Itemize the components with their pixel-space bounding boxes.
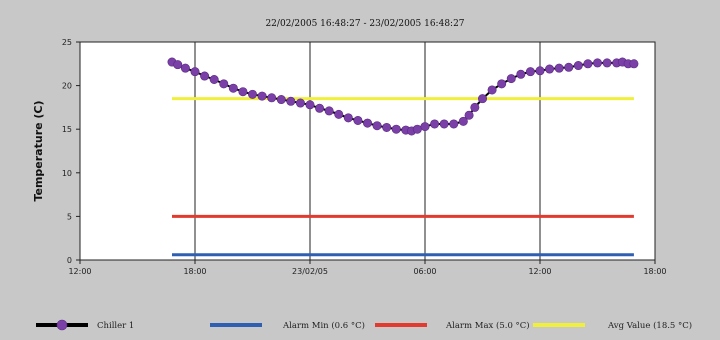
- y-tick-label: 20: [62, 82, 72, 91]
- data-point: [334, 109, 344, 119]
- data-point: [449, 119, 459, 129]
- y-axis-ticks: 0 5 10 15 20 25: [62, 38, 80, 265]
- y-tick-label: 15: [62, 125, 72, 134]
- data-point: [276, 95, 286, 105]
- data-point: [180, 63, 190, 73]
- data-point: [372, 121, 382, 131]
- data-point: [470, 102, 480, 112]
- data-point: [324, 106, 334, 116]
- data-point: [458, 116, 468, 126]
- data-point: [353, 115, 363, 125]
- data-point: [343, 113, 353, 123]
- data-point: [315, 103, 325, 113]
- data-point: [267, 93, 277, 103]
- legend: Chiller 1 Alarm Min (0.6 °C) Alarm Max (5.…: [36, 319, 692, 331]
- legend-label-0: Chiller 1: [97, 321, 134, 331]
- data-point: [516, 69, 526, 79]
- data-point: [506, 74, 516, 84]
- x-axis-ticks: 12:00 18:00 23/02/05 06:00 12:00 18:00: [68, 260, 667, 276]
- data-point: [200, 71, 210, 81]
- data-point: [464, 110, 474, 120]
- x-tick-label: 12:00: [68, 267, 91, 276]
- data-point: [295, 98, 305, 108]
- x-tick-label: 23/02/05: [292, 267, 328, 276]
- data-point: [257, 91, 267, 101]
- data-point: [228, 83, 238, 93]
- legend-label-2: Alarm Max (5.0 °C): [445, 320, 530, 331]
- data-point: [238, 87, 248, 97]
- data-point: [219, 79, 229, 89]
- x-tick-label: 12:00: [528, 267, 551, 276]
- data-point: [391, 124, 401, 134]
- data-point: [535, 66, 545, 76]
- data-point: [554, 63, 564, 73]
- y-tick-label: 10: [62, 169, 72, 178]
- data-point: [305, 100, 315, 110]
- data-point: [248, 89, 258, 99]
- legend-label-1: Alarm Min (0.6 °C): [282, 320, 365, 331]
- data-point: [497, 79, 507, 89]
- data-point: [362, 118, 372, 128]
- grid-lines: [194, 42, 541, 260]
- data-point: [477, 94, 487, 104]
- data-point: [173, 60, 183, 70]
- data-point: [573, 61, 583, 71]
- legend-marker: [56, 319, 68, 331]
- data-point: [545, 64, 555, 74]
- y-tick-label: 0: [67, 256, 72, 265]
- data-point: [439, 119, 449, 129]
- y-axis-label: Temperature (C): [32, 100, 45, 201]
- data-point: [209, 74, 219, 84]
- data-point: [487, 85, 497, 95]
- x-tick-label: 18:00: [643, 267, 666, 276]
- data-point: [564, 62, 574, 72]
- data-point: [430, 119, 440, 129]
- data-point: [629, 59, 639, 69]
- chart-title: 22/02/2005 16:48:27 - 23/02/2005 16:48:2…: [265, 19, 464, 29]
- data-point: [602, 58, 612, 68]
- plot-area: [79, 41, 656, 261]
- x-tick-label: 06:00: [413, 267, 436, 276]
- y-tick-label: 5: [67, 212, 72, 221]
- data-point: [190, 67, 200, 77]
- data-point: [412, 124, 422, 134]
- data-point: [525, 67, 535, 77]
- data-point: [592, 58, 602, 68]
- data-point: [286, 96, 296, 106]
- data-point: [583, 59, 593, 69]
- series-layer: [167, 57, 639, 257]
- data-point: [420, 122, 430, 132]
- x-tick-label: 18:00: [183, 267, 206, 276]
- y-tick-label: 25: [62, 38, 72, 47]
- legend-label-3: Avg Value (18.5 °C): [607, 320, 692, 331]
- data-point: [382, 122, 392, 132]
